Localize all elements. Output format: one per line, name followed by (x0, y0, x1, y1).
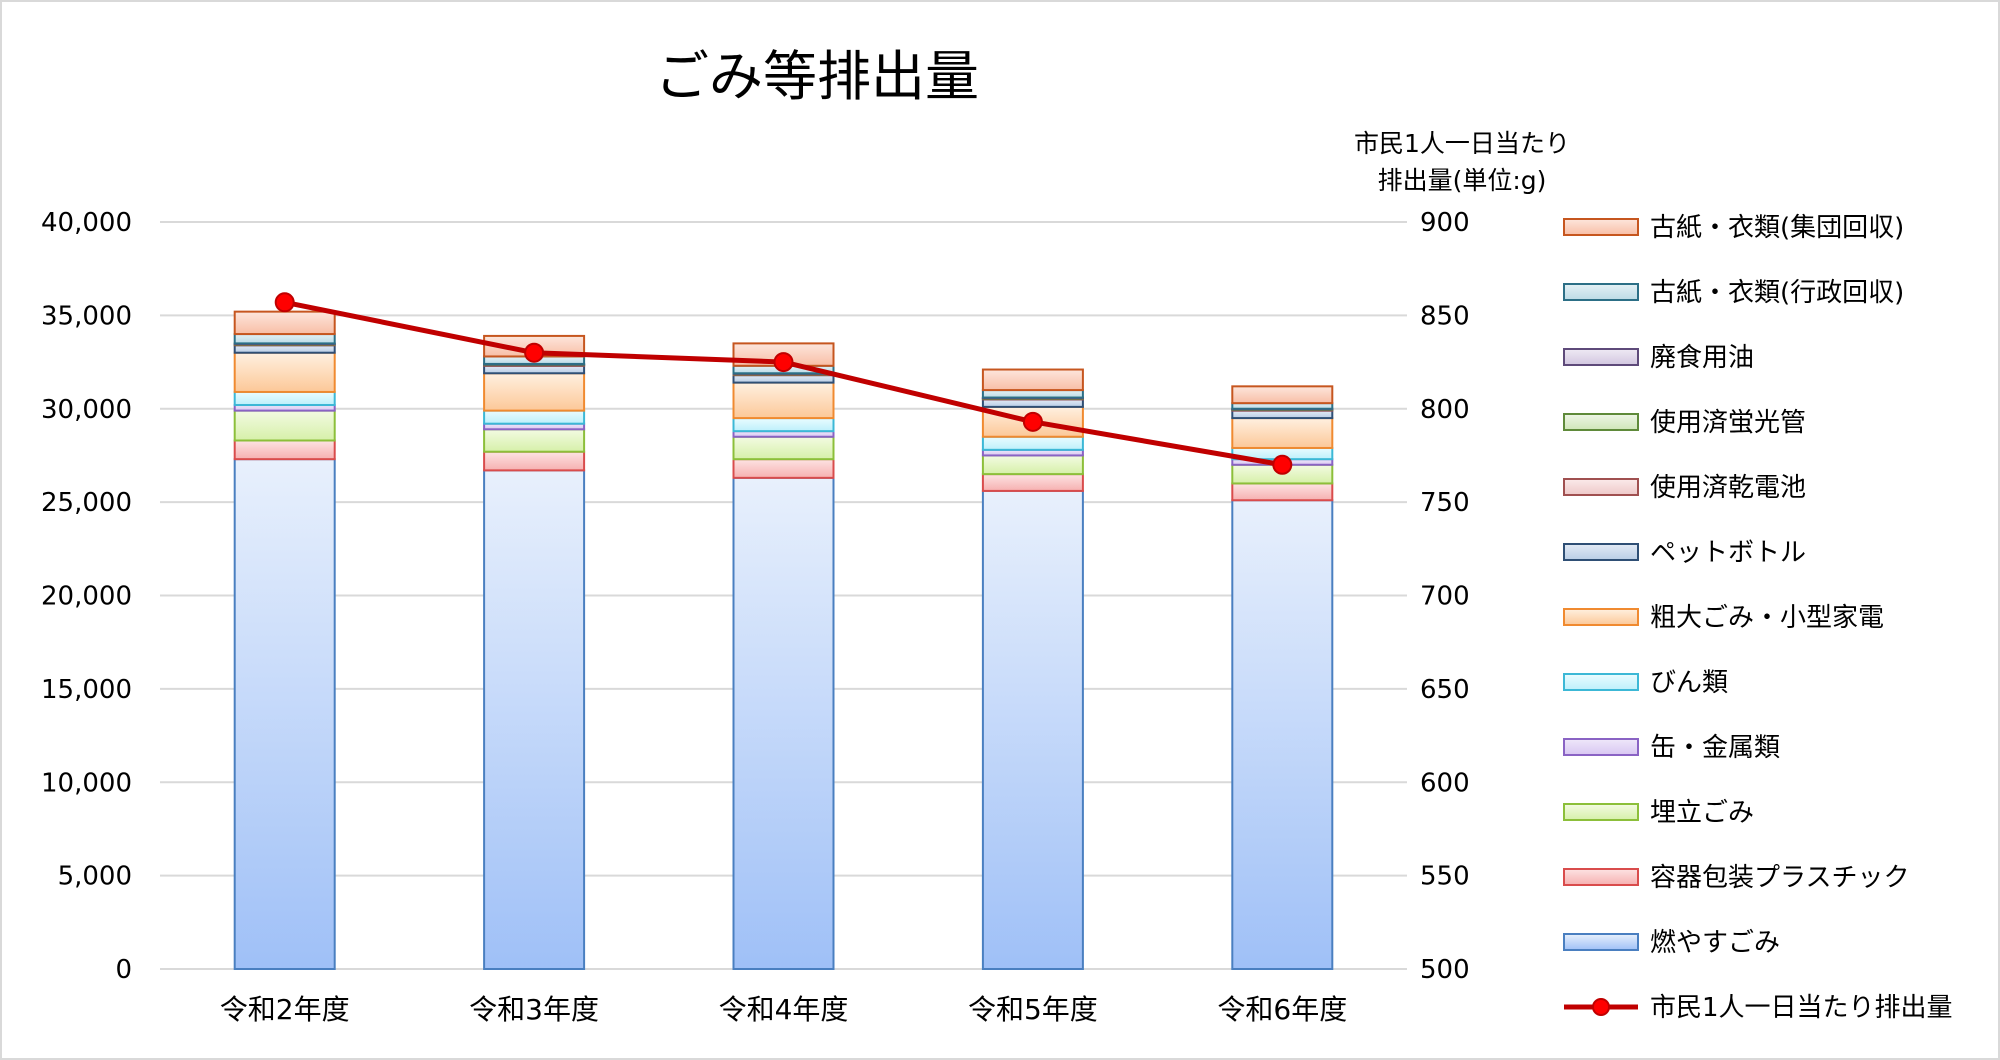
legend-swatch (1563, 283, 1639, 301)
bar-segment (1231, 385, 1334, 405)
bar-segment (732, 435, 835, 461)
category-label: 令和3年度 (469, 993, 599, 1026)
bar-segment (233, 333, 336, 345)
bar-segment (981, 489, 1084, 970)
bar-segment (233, 390, 336, 407)
bar-segment (483, 450, 586, 472)
bar-segment (483, 372, 586, 412)
bar-segment (233, 344, 336, 354)
right-tick-label: 750 (1420, 488, 1470, 518)
bar-segment (483, 409, 586, 425)
per-capita-point (274, 292, 295, 313)
legend-swatch (1563, 543, 1639, 561)
left-tick-label: 15,000 (41, 675, 132, 705)
legend-swatch (1563, 218, 1639, 236)
bar-segment (233, 439, 336, 461)
legend-line-marker (1592, 998, 1610, 1016)
right-tick-label: 550 (1420, 862, 1470, 892)
left-tick-label: 40,000 (41, 208, 132, 238)
left-tick-label: 5,000 (58, 862, 132, 892)
bar-segment (981, 398, 1084, 408)
legend-label: 燃やすごみ (1650, 928, 1780, 958)
category-label: 令和6年度 (1217, 993, 1347, 1026)
right-tick-label: 600 (1420, 768, 1470, 798)
bar-segment (981, 368, 1084, 392)
legend-label: びん類 (1650, 668, 1728, 698)
right-tick-label: 700 (1420, 582, 1470, 612)
left-tick-label: 35,000 (41, 301, 132, 331)
bar-segment (483, 364, 586, 375)
bar-segment (1231, 417, 1334, 449)
legend-label: 粗大ごみ・小型家電 (1650, 603, 1884, 633)
per-capita-line (274, 292, 1293, 475)
bar-segment (233, 409, 336, 442)
bar-stacks (233, 310, 1334, 970)
legend-label: 使用済蛍光管 (1650, 408, 1806, 438)
bar-segment (1231, 499, 1334, 970)
legend-swatch (1563, 933, 1639, 951)
bar-segment (483, 428, 586, 453)
legend-swatch (1563, 803, 1639, 821)
chart-title: ごみ等排出量 (655, 45, 979, 108)
per-capita-point (524, 342, 545, 363)
legend-swatch (1563, 478, 1639, 496)
bar-segment (233, 310, 336, 336)
category-labels: 令和2年度 令和3年度 令和4年度 令和5年度 令和6年度 (220, 993, 1347, 1026)
left-axis-ticks: 0 5,000 10,000 15,000 20,000 25,000 30,000 35,0… (41, 208, 132, 985)
right-tick-label: 500 (1420, 955, 1470, 985)
legend-label: 缶・金属類 (1650, 733, 1780, 763)
bar-segment (732, 374, 835, 384)
legend-label: 埋立ごみ (1650, 798, 1754, 828)
right-axis-title-line-1: 市民1人一日当たり (1354, 129, 1570, 158)
bar-segment (233, 351, 336, 393)
bar-segment (732, 381, 835, 420)
legend-label: 古紙・衣類(集団回収) (1650, 213, 1904, 243)
left-tick-label: 0 (115, 955, 132, 985)
right-tick-label: 650 (1420, 675, 1470, 705)
legend-swatch (1563, 348, 1639, 366)
legend-label: 古紙・衣類(行政回収) (1650, 278, 1904, 308)
legend-label: 容器包装プラスチック (1650, 863, 1909, 893)
bar-segment (1231, 482, 1334, 502)
right-axis-title-line-2: 排出量(単位:g) (1378, 166, 1547, 195)
right-tick-label: 900 (1420, 208, 1470, 238)
bar-segment (732, 476, 835, 970)
legend-label: 使用済乾電池 (1650, 473, 1806, 503)
legend: 古紙・衣類(集団回収) 古紙・衣類(行政回収) 廃食用油使用済蛍光管使用済乾電池ペッ… (1563, 213, 1953, 1023)
bar-segment (981, 473, 1084, 492)
bar-segment (981, 435, 1084, 451)
left-tick-label: 20,000 (41, 582, 132, 612)
bar-segment (483, 469, 586, 970)
legend-label: 市民1人一日当たり排出量 (1650, 993, 1953, 1023)
left-tick-label: 25,000 (41, 488, 132, 518)
bar-segment (233, 458, 336, 970)
bar-segment (732, 417, 835, 433)
category-label: 令和4年度 (719, 993, 849, 1026)
bar-segment (981, 454, 1084, 476)
bar-segment (981, 389, 1084, 399)
legend-label: 廃食用油 (1650, 343, 1754, 373)
category-label: 令和2年度 (220, 993, 350, 1026)
legend-swatch (1563, 738, 1639, 756)
per-capita-point (1272, 454, 1293, 475)
bar-segment (732, 458, 835, 479)
per-capita-point (773, 352, 794, 373)
legend-swatch (1563, 608, 1639, 626)
bar-segment (1231, 409, 1334, 420)
right-tick-label: 800 (1420, 395, 1470, 425)
left-tick-label: 30,000 (41, 395, 132, 425)
right-axis-ticks: 500 550 600 650 700 750 800 850 900 (1420, 208, 1470, 985)
legend-swatch (1563, 868, 1639, 886)
legend-label: ペットボトル (1650, 538, 1806, 568)
left-tick-label: 10,000 (41, 768, 132, 798)
per-capita-point (1022, 411, 1043, 432)
category-label: 令和5年度 (968, 993, 1098, 1026)
legend-swatch (1563, 413, 1639, 431)
legend-swatch (1563, 673, 1639, 691)
right-tick-label: 850 (1420, 301, 1470, 331)
